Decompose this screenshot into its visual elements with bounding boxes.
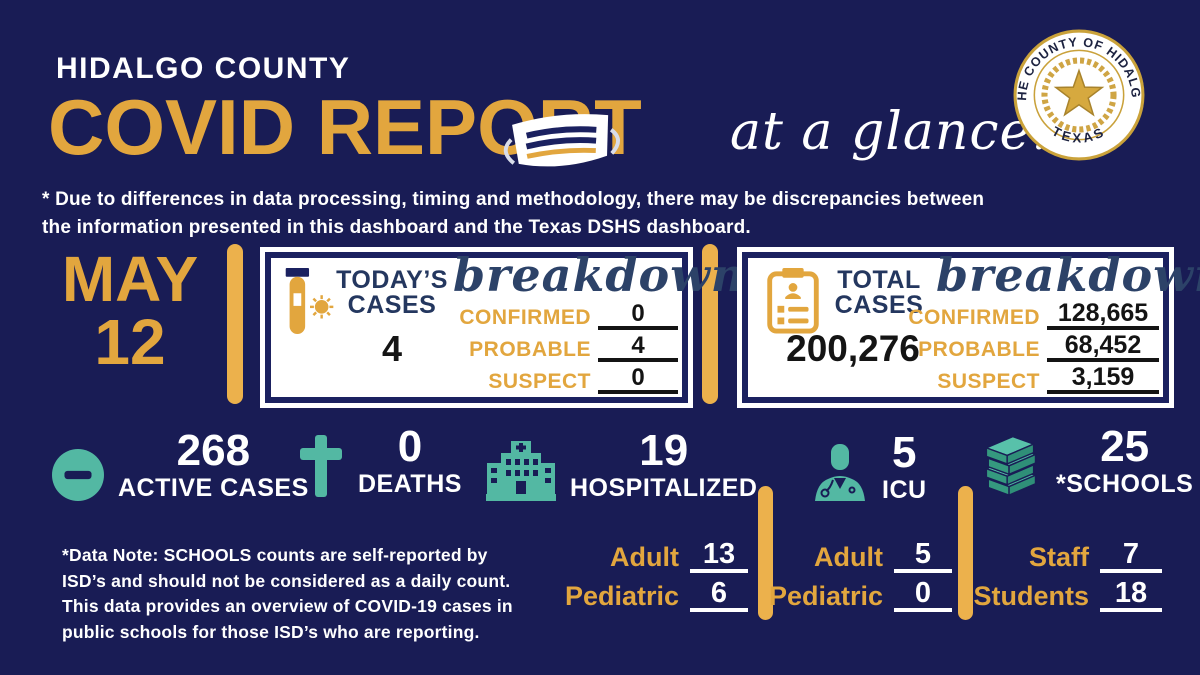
disclaimer: * Due to differences in data processing,… bbox=[42, 186, 984, 242]
divider-bar bbox=[758, 486, 773, 620]
svg-text:TEXAS: TEXAS bbox=[1050, 123, 1109, 145]
breakdown-row: Pediatric 0 bbox=[766, 575, 952, 612]
hospital-icon bbox=[486, 441, 556, 502]
schools-breakdown: Staff 7 Students 18 bbox=[972, 536, 1162, 614]
active-cases-label: ACTIVE CASES bbox=[118, 474, 309, 503]
schools-value: 25 bbox=[1100, 422, 1150, 471]
county-name: HIDALGO COUNTY bbox=[56, 52, 351, 85]
data-note-line-4: public schools for those ISD’s who are r… bbox=[62, 621, 480, 642]
data-note-line-2: ISD’s and should not be considered as a … bbox=[62, 570, 511, 591]
active-cases-value: 268 bbox=[176, 426, 251, 475]
divider-bar bbox=[958, 486, 973, 620]
data-note-line-1: *Data Note: SCHOOLS counts are self-repo… bbox=[62, 545, 488, 565]
breakdown-row: SUSPECT 3,159 bbox=[908, 362, 1159, 394]
breakdown-row: Adult 5 bbox=[766, 536, 952, 573]
test-tube-icon bbox=[285, 268, 335, 341]
stat-deaths: 0 DEATHS bbox=[298, 422, 462, 499]
breakdown-row: PROBABLE 4 bbox=[459, 330, 678, 362]
clipboard-icon bbox=[766, 268, 820, 339]
breakdown-row: CONFIRMED 128,665 bbox=[908, 298, 1159, 330]
stat-active-cases: 268 ACTIVE CASES bbox=[52, 426, 309, 503]
seal-star-icon bbox=[1053, 68, 1105, 117]
data-note: *Data Note: SCHOOLS counts are self-repo… bbox=[62, 543, 513, 645]
tagline: at a glance.. bbox=[730, 102, 1067, 162]
total-breakdown-rows: CONFIRMED 128,665 PROBABLE 68,452 SUSPEC… bbox=[908, 298, 1159, 394]
todays-cases-box: TODAY’S CASES 4 breakdown CONFIRMED 0 PR… bbox=[265, 248, 744, 403]
doctor-icon bbox=[815, 444, 865, 502]
breakdown-row: SUSPECT 0 bbox=[459, 362, 678, 394]
stat-schools: 25 *SCHOOLS bbox=[978, 422, 1194, 499]
todays-cases-label: TODAY’S CASES bbox=[336, 266, 448, 319]
data-note-line-3: This data provides an overview of COVID-… bbox=[62, 596, 513, 616]
books-stack-icon bbox=[984, 435, 1038, 497]
icu-value: 5 bbox=[892, 428, 917, 477]
date-day: 12 bbox=[94, 305, 166, 378]
hospitalized-label: HOSPITALIZED bbox=[570, 474, 758, 503]
total-cases-label: TOTAL CASES bbox=[834, 266, 924, 319]
report-date: MAY 12 bbox=[38, 243, 222, 378]
stat-hospitalized: 19 HOSPITALIZED bbox=[486, 426, 758, 503]
breakdown-row: PROBABLE 68,452 bbox=[908, 330, 1159, 362]
deaths-label: DEATHS bbox=[358, 470, 462, 499]
minus-circle-icon bbox=[52, 449, 104, 502]
total-cases-box: TOTAL CASES 200,276 breakdown CONFIRMED … bbox=[742, 248, 1200, 403]
total-cases-value: 200,276 bbox=[786, 328, 920, 369]
disclaimer-line-1: * Due to differences in data processing,… bbox=[42, 189, 985, 210]
breakdown-row: Staff 7 bbox=[972, 536, 1162, 573]
schools-label: *SCHOOLS bbox=[1056, 470, 1194, 499]
seal-arc-bottom-text: TEXAS bbox=[1050, 123, 1106, 145]
breakdown-row: Pediatric 6 bbox=[560, 575, 748, 612]
breakdown-row: Students 18 bbox=[972, 575, 1162, 612]
breakdown-title: breakdown bbox=[453, 248, 746, 302]
todays-cases-value: 4 bbox=[381, 328, 403, 369]
county-seal: THE COUNTY OF HIDALGO TEXAS bbox=[1007, 17, 1146, 167]
hospitalized-value: 19 bbox=[639, 426, 689, 475]
date-month: MAY bbox=[61, 243, 199, 315]
stat-icu: 5 ICU bbox=[812, 428, 927, 505]
breakdown-title: breakdown bbox=[936, 248, 1200, 302]
cross-icon bbox=[300, 435, 342, 498]
icu-breakdown: Adult 5 Pediatric 0 bbox=[766, 536, 952, 614]
hospitalized-breakdown: Adult 13 Pediatric 6 bbox=[560, 536, 748, 614]
deaths-value: 0 bbox=[397, 422, 423, 471]
disclaimer-line-2: the information presented in this dashbo… bbox=[42, 217, 751, 238]
todays-breakdown-rows: CONFIRMED 0 PROBABLE 4 SUSPECT 0 bbox=[459, 298, 678, 394]
divider-bar bbox=[702, 244, 718, 404]
icu-label: ICU bbox=[882, 476, 927, 505]
breakdown-row: CONFIRMED 0 bbox=[459, 298, 678, 330]
face-mask-icon bbox=[495, 102, 628, 193]
divider-bar bbox=[227, 244, 243, 404]
breakdown-row: Adult 13 bbox=[560, 536, 748, 573]
